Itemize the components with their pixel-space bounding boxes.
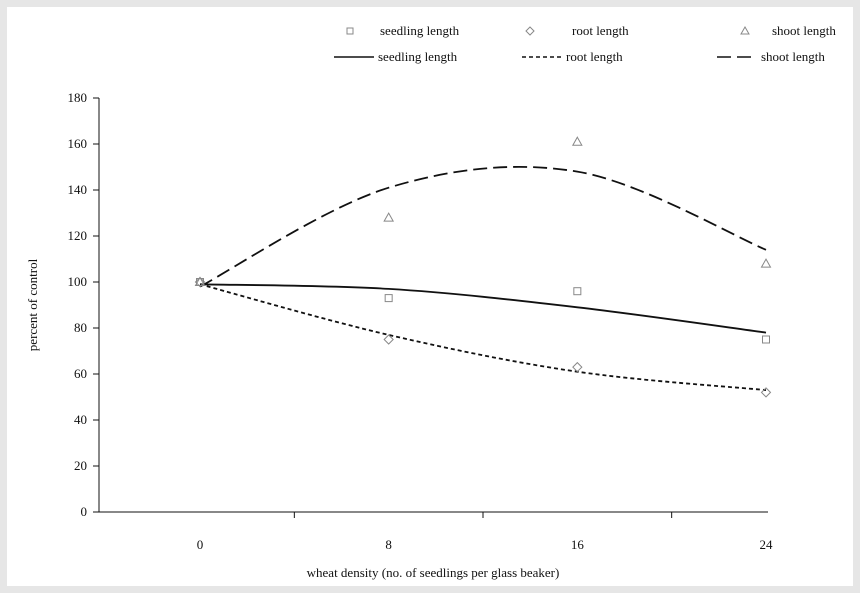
x-ticks: 0 8 16 24: [197, 512, 773, 552]
point-seedling-length: [384, 294, 393, 303]
legend-marker-shoot-length: [740, 25, 750, 35]
x-tick-label: 16: [571, 537, 585, 552]
legend-label: root length: [572, 23, 629, 38]
data-points: [194, 136, 772, 398]
trendline-seedling-length: [199, 283, 767, 334]
legend-label: shoot length: [761, 49, 825, 64]
point-shoot-length: [760, 258, 772, 268]
legend-label: root length: [566, 49, 623, 64]
y-tick-label: 160: [68, 136, 88, 151]
y-ticks: 0 20 40 60 80 100 120 140 160 180: [68, 90, 99, 519]
point-shoot-length: [383, 212, 395, 222]
y-tick-label: 180: [68, 90, 88, 105]
y-tick-label: 120: [68, 228, 88, 243]
trendline-shoot-length: [199, 166, 767, 288]
legend: seedling length root length shoot length se…: [334, 23, 836, 64]
y-axis-title: percent of control: [25, 258, 40, 351]
axes: 0 20 40 60 80 100 120 140 160 180 0 8 16 24: [68, 90, 774, 552]
point-root-length: [383, 334, 394, 345]
trend-lines: [199, 166, 767, 391]
y-tick-label: 0: [81, 504, 88, 519]
legend-label: seedling length: [380, 23, 460, 38]
y-tick-label: 20: [74, 458, 87, 473]
x-tick-label: 24: [760, 537, 774, 552]
legend-marker-root-length: [525, 26, 535, 36]
y-tick-label: 40: [74, 412, 87, 427]
y-tick-label: 100: [68, 274, 88, 289]
y-tick-label: 80: [74, 320, 87, 335]
x-tick-label: 0: [197, 537, 204, 552]
point-root-length: [572, 361, 583, 373]
legend-label: shoot length: [772, 23, 836, 38]
point-seedling-length: [762, 335, 770, 344]
point-root-length: [760, 387, 772, 398]
x-tick-label: 8: [385, 537, 392, 552]
point-shoot-length: [194, 276, 206, 286]
trendline-root-length: [199, 283, 767, 391]
point-shoot-length: [571, 136, 583, 146]
legend-label: seedling length: [378, 49, 458, 64]
legend-marker-seedling-length: [346, 27, 354, 35]
chart-frame: [7, 7, 853, 586]
point-seedling-length: [573, 287, 582, 296]
y-tick-label: 140: [68, 182, 88, 197]
y-tick-label: 60: [74, 366, 87, 381]
point-root-length: [194, 276, 206, 288]
x-axis-title: wheat density (no. of seedlings per glas…: [307, 565, 560, 580]
